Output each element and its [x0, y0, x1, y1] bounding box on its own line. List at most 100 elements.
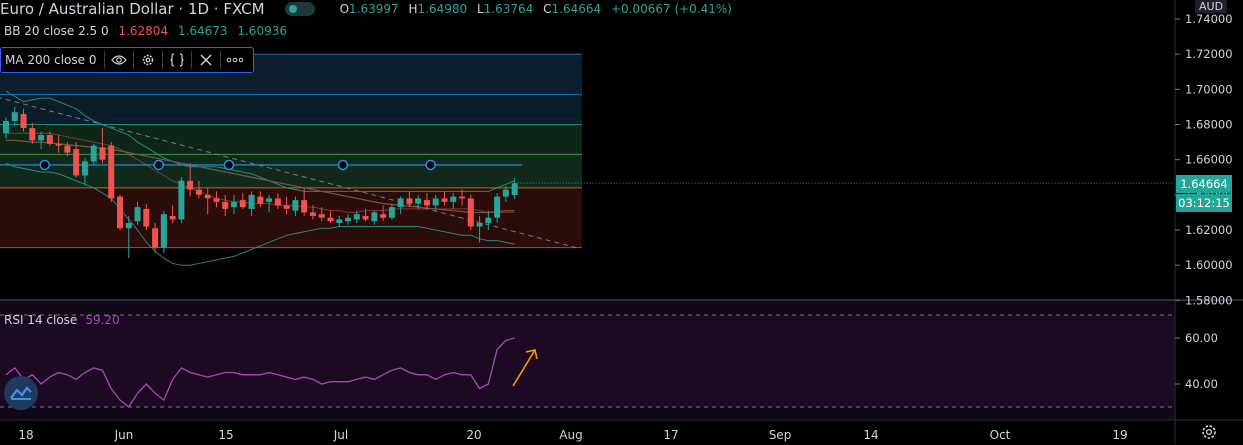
candle-body: [380, 214, 387, 218]
candle-body: [301, 200, 308, 213]
currency-label[interactable]: AUD: [1195, 0, 1228, 13]
anchor-point: [425, 159, 436, 171]
open-label: O: [339, 2, 350, 16]
candle-body: [257, 196, 264, 204]
low-label: L: [476, 2, 484, 16]
candle-body: [169, 215, 176, 220]
candle-body: [222, 201, 229, 209]
fib-zone: [0, 124, 582, 155]
candle-body: [336, 219, 343, 223]
candle-body: [502, 189, 509, 197]
candle-body: [432, 198, 439, 206]
close-icon[interactable]: [191, 51, 220, 69]
rsi-tick-label: 40.00: [1185, 377, 1218, 391]
candle-body: [152, 228, 159, 248]
candle-body: [388, 207, 395, 218]
x-tick-label: Oct: [990, 428, 1011, 442]
candle-body: [90, 145, 97, 162]
close-label: C: [543, 2, 552, 16]
candle-body: [274, 198, 281, 206]
braces-icon[interactable]: [162, 51, 191, 69]
candle-body: [239, 200, 246, 208]
anchor-point: [39, 159, 51, 171]
candle-body: [117, 196, 124, 229]
more-icon[interactable]: [220, 51, 249, 69]
candle-body: [125, 222, 132, 229]
candle-body: [160, 214, 167, 248]
bb-upper-line: [5, 90, 515, 192]
y-tick-label: 1.70000: [1185, 82, 1233, 96]
candle-body: [81, 161, 88, 176]
fib-zone: [0, 94, 582, 125]
rsi-tick-label: 60.00: [1185, 331, 1218, 345]
candle-body: [423, 200, 430, 206]
y-tick-label: 1.60000: [1185, 258, 1233, 272]
y-tick-label: 1.68000: [1185, 118, 1233, 132]
candle-body: [73, 149, 80, 176]
candle-body: [11, 112, 18, 121]
rsi-label: RSI 14 close: [4, 313, 78, 327]
candle-body: [46, 135, 53, 144]
candle-body: [248, 194, 255, 209]
candle-body: [195, 189, 202, 195]
tradingview-logo-icon[interactable]: [4, 376, 38, 410]
ma-legend[interactable]: MA 200 close 0: [0, 47, 255, 73]
candle-body: [20, 113, 27, 129]
candle-body: [99, 147, 106, 160]
y-tick-label: 1.72000: [1185, 47, 1233, 61]
chart-header: Euro / Australian Dollar · 1D · FXCM O1.…: [0, 0, 732, 20]
x-tick-label: 15: [218, 428, 233, 442]
candle-body: [441, 198, 448, 202]
candle-body: [397, 198, 404, 208]
candle-body: [204, 194, 211, 199]
high-label: H: [408, 2, 418, 16]
symbol-title[interactable]: Euro / Australian Dollar · 1D · FXCM: [0, 0, 265, 18]
x-tick-label: Sep: [769, 428, 792, 442]
candle-body: [283, 205, 290, 209]
eye-icon[interactable]: [104, 51, 133, 69]
candle-body: [476, 222, 483, 227]
anchor-point: [223, 159, 235, 171]
rsi-line: [5, 337, 515, 408]
anchor-point: [153, 159, 165, 171]
open-value: 1.63997: [349, 2, 399, 16]
candle-body: [143, 208, 150, 227]
candle-body: [38, 135, 45, 141]
x-tick-label: 20: [466, 428, 481, 442]
fib-zone: [0, 154, 582, 188]
bb-lower-value: 1.60936: [237, 24, 287, 38]
candle-body: [494, 196, 501, 218]
gear-icon[interactable]: [133, 51, 162, 69]
y-tick-label: 1.62000: [1185, 223, 1233, 237]
x-tick-label: 19: [1112, 428, 1127, 442]
bb-legend[interactable]: BB 20 close 2.5 0 1.62804 1.64673 1.6093…: [4, 24, 287, 38]
last-price-tag: 1.64664: [1176, 175, 1232, 193]
bb-upper-value: 1.64673: [177, 24, 228, 38]
x-tick-label: 14: [863, 428, 878, 442]
candle-body: [406, 198, 413, 204]
candle-body: [450, 196, 457, 202]
x-tick-label: Jul: [333, 428, 348, 442]
candle-body: [292, 200, 299, 211]
y-tick-label: 1.66000: [1185, 153, 1233, 167]
candle-body: [318, 214, 325, 218]
bb-middle-value: 1.62804: [118, 24, 169, 38]
x-tick-label: Jun: [114, 428, 134, 442]
candle-body: [64, 145, 71, 153]
fib-zone: [0, 187, 582, 248]
candle-body: [415, 198, 422, 204]
arrow-up-annotation: [512, 349, 538, 387]
y-tick-label: 1.58000: [1185, 293, 1233, 307]
candle-body: [187, 180, 194, 190]
settings-gear-icon[interactable]: [1200, 423, 1218, 445]
candle-body: [353, 214, 360, 220]
x-tick-label: Aug: [559, 428, 582, 442]
candle-body: [309, 212, 316, 216]
rsi-value: 59.20: [85, 313, 120, 327]
candle-body: [467, 198, 474, 227]
ohlc-values: O1.63997 H1.64980 L1.63764 C1.64664 +0.0…: [340, 2, 732, 16]
high-value: 1.64980: [417, 2, 468, 16]
rsi-legend[interactable]: RSI 14 close 59.20: [4, 313, 120, 327]
candle-body: [108, 145, 115, 199]
